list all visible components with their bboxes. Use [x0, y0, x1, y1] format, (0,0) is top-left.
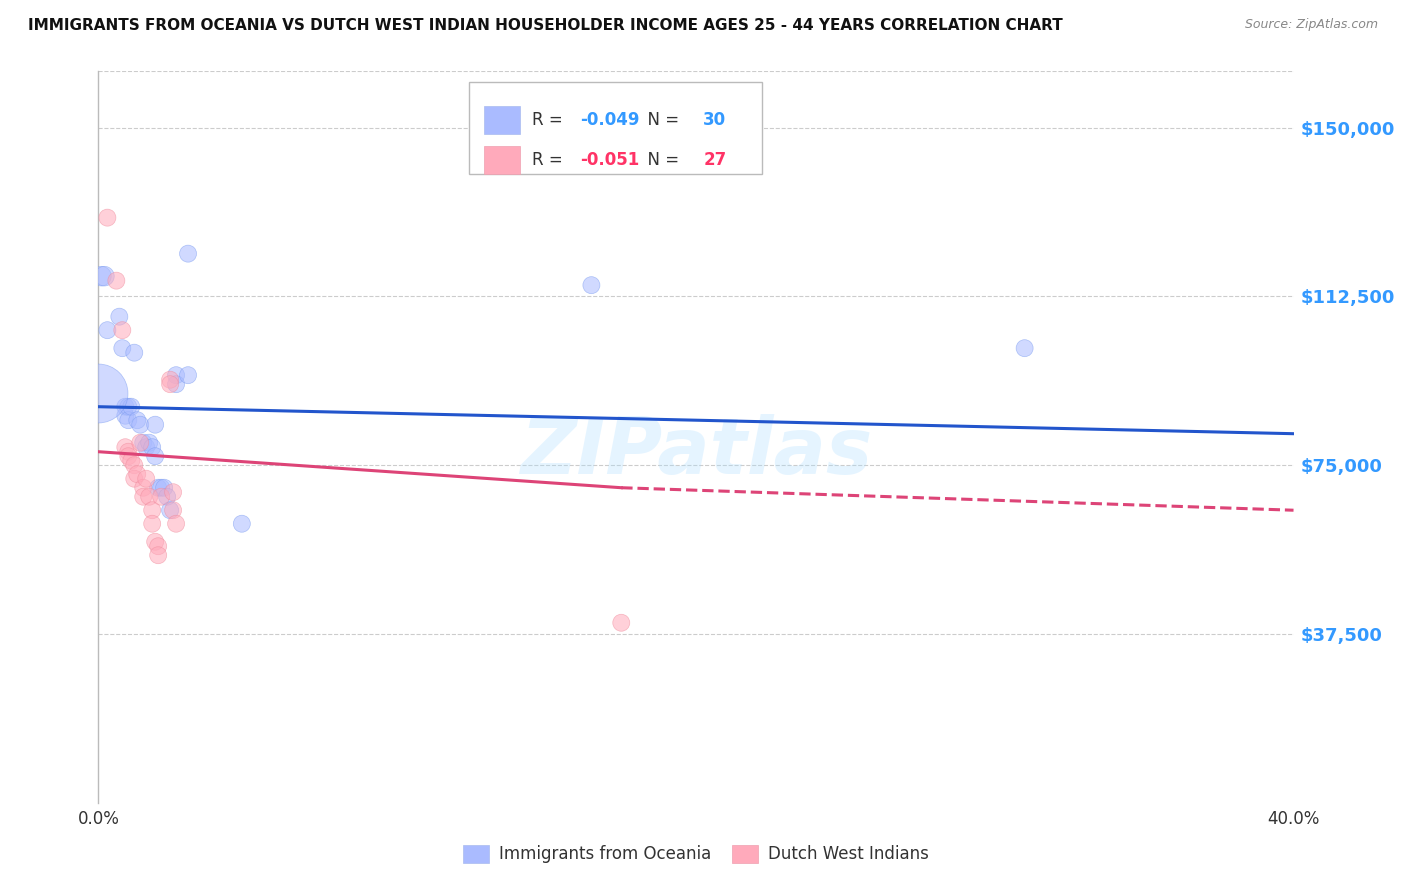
Point [159, 503, 181, 517]
Point [96, 323, 118, 337]
Point [124, 345, 146, 359]
Point [148, 548, 170, 562]
Point [138, 435, 160, 450]
Point [141, 503, 163, 517]
Point [127, 467, 149, 482]
Point [1014, 341, 1036, 355]
Point [132, 481, 155, 495]
Text: N =: N = [637, 111, 685, 128]
Point [143, 417, 166, 432]
Point [132, 490, 155, 504]
Point [111, 341, 134, 355]
Point [143, 534, 166, 549]
Point [90, 269, 112, 284]
Point [138, 490, 160, 504]
Text: R =: R = [533, 151, 568, 169]
Bar [485, 146, 520, 174]
Text: Dutch West Indians: Dutch West Indians [768, 845, 928, 863]
Point [111, 323, 134, 337]
Bar [485, 106, 520, 134]
Text: R =: R = [533, 111, 568, 128]
Point [87, 386, 110, 401]
Text: IMMIGRANTS FROM OCEANIA VS DUTCH WEST INDIAN HOUSEHOLDER INCOME AGES 25 - 44 YEA: IMMIGRANTS FROM OCEANIA VS DUTCH WEST IN… [28, 18, 1063, 33]
Point [162, 485, 184, 500]
Point [159, 373, 181, 387]
Point [610, 615, 633, 630]
Point [165, 377, 187, 392]
Text: Source: ZipAtlas.com: Source: ZipAtlas.com [1244, 18, 1378, 31]
Point [117, 400, 139, 414]
Point [162, 503, 184, 517]
Bar [463, 845, 489, 863]
Point [156, 490, 179, 504]
Point [114, 440, 136, 454]
Point [231, 516, 253, 531]
Point [581, 278, 603, 293]
Point [124, 458, 146, 473]
Point [93, 269, 115, 284]
Point [117, 449, 139, 463]
Point [165, 368, 187, 383]
Point [105, 274, 128, 288]
Point [117, 413, 139, 427]
Point [129, 417, 152, 432]
Point [124, 472, 146, 486]
Text: -0.049: -0.049 [581, 111, 640, 128]
Text: -0.051: -0.051 [581, 151, 640, 169]
Point [135, 472, 157, 486]
Point [120, 400, 142, 414]
FancyBboxPatch shape [470, 82, 762, 174]
Bar [733, 845, 758, 863]
Text: 27: 27 [703, 151, 727, 169]
Point [129, 435, 152, 450]
Point [150, 481, 173, 495]
Point [150, 490, 173, 504]
Text: N =: N = [637, 151, 685, 169]
Text: 30: 30 [703, 111, 727, 128]
Point [135, 440, 157, 454]
Point [114, 400, 136, 414]
Point [143, 449, 166, 463]
Point [127, 413, 149, 427]
Point [141, 516, 163, 531]
Point [96, 211, 118, 225]
Point [114, 409, 136, 423]
Point [165, 516, 187, 531]
Point [177, 246, 200, 260]
Point [117, 444, 139, 458]
Point [148, 481, 170, 495]
Point [159, 377, 181, 392]
Text: Immigrants from Oceania: Immigrants from Oceania [499, 845, 711, 863]
Point [148, 539, 170, 553]
Point [132, 435, 155, 450]
Point [141, 440, 163, 454]
Text: ZIPatlas: ZIPatlas [520, 414, 872, 490]
Point [120, 453, 142, 467]
Point [153, 481, 176, 495]
Point [177, 368, 200, 383]
Point [108, 310, 131, 324]
